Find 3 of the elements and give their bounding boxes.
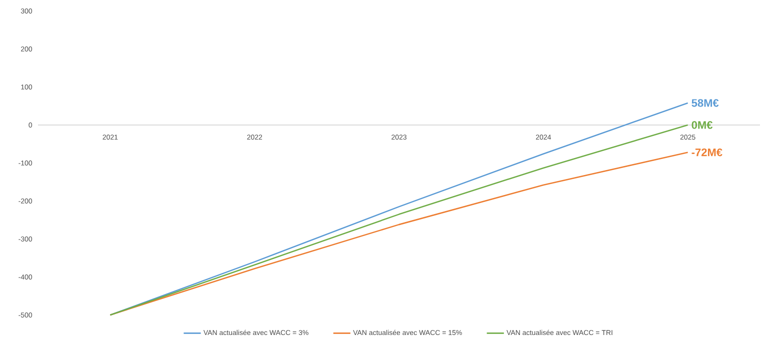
- data-label: 0M€: [692, 121, 713, 129]
- data-label: 58M€: [692, 99, 719, 107]
- data-label: -72M€: [692, 148, 722, 156]
